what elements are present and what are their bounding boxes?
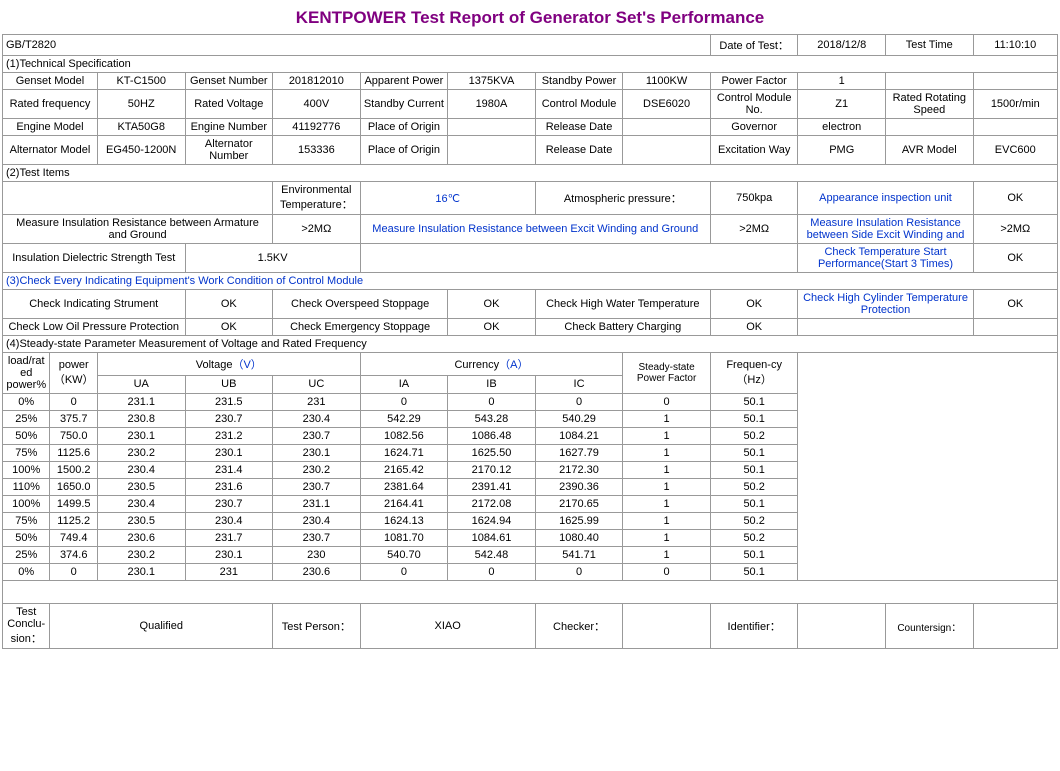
- header-row: GB/T2820 Date of Test： 2018/12/8 Test Ti…: [3, 35, 1058, 56]
- measure-row: 50%750.0230.1231.2230.71082.561086.48108…: [3, 428, 1058, 445]
- conclusion-label: Test Conclu-sion：: [3, 604, 50, 649]
- measure-row: 25%374.6230.2230.1230540.70542.48541.711…: [3, 547, 1058, 564]
- voltage-label: Voltage: [196, 359, 233, 371]
- time-label: Test Time: [886, 35, 974, 56]
- currency-label: Currency: [454, 359, 499, 371]
- spacer-row: [3, 581, 1058, 604]
- section3-header: (3)Check Every Indicating Equipment's Wo…: [3, 273, 1058, 290]
- section2-header: (2)Test Items: [3, 165, 1058, 182]
- standard-label: GB/T2820: [3, 35, 711, 56]
- check-row-2: Check Low Oil Pressure ProtectionOK Chec…: [3, 319, 1058, 336]
- spec-row-3: Engine ModelKTA50G8 Engine Number4119277…: [3, 119, 1058, 136]
- measure-row: 0%0230.1231230.6000050.1: [3, 564, 1058, 581]
- countersign-label: Countersign：: [886, 604, 974, 649]
- measure-header-row: load/rated power% power（KW） Voltage（V） C…: [3, 353, 1058, 376]
- date-label: Date of Test：: [710, 35, 798, 56]
- person-label: Test Person：: [273, 604, 361, 649]
- time-value: 11:10:10: [973, 35, 1057, 56]
- section1-header: (1)Technical Specification: [3, 56, 1058, 73]
- spec-row-4: Alternator ModelEG450-1200N Alternator N…: [3, 136, 1058, 165]
- section4-header: (4)Steady-state Parameter Measurement of…: [3, 336, 1058, 353]
- conclusion-value: Qualified: [50, 604, 273, 649]
- identifier-value: [798, 604, 886, 649]
- check-row-1: Check Indicating StrumentOK Check Oversp…: [3, 290, 1058, 319]
- measure-row: 0%0231.1231.5231000050.1: [3, 394, 1058, 411]
- measure-row: 25%375.7230.8230.7230.4542.29543.28540.2…: [3, 411, 1058, 428]
- measure-row: 75%1125.2230.5230.4230.41624.131624.9416…: [3, 513, 1058, 530]
- date-value: 2018/12/8: [798, 35, 886, 56]
- measure-row: 110%1650.0230.5231.6230.72381.642391.412…: [3, 479, 1058, 496]
- report-title: KENTPOWER Test Report of Generator Set's…: [2, 2, 1058, 34]
- test-items-row-1: Environmental Temperature： 16℃ Atmospher…: [3, 182, 1058, 215]
- checker-label: Checker：: [535, 604, 623, 649]
- spec-row-1: Genset ModelKT-C1500 Genset Number201812…: [3, 73, 1058, 90]
- measure-row: 100%1500.2230.4231.4230.22165.422170.122…: [3, 462, 1058, 479]
- measure-row: 100%1499.5230.4230.7231.12164.412172.082…: [3, 496, 1058, 513]
- person-value: XIAO: [360, 604, 535, 649]
- spec-row-2: Rated frequency50HZ Rated Voltage400V St…: [3, 90, 1058, 119]
- report-table: GB/T2820 Date of Test： 2018/12/8 Test Ti…: [2, 34, 1058, 649]
- identifier-label: Identifier：: [710, 604, 798, 649]
- checker-value: [623, 604, 711, 649]
- measure-row: 50%749.4230.6231.7230.71081.701084.61108…: [3, 530, 1058, 547]
- footer-row: Test Conclu-sion： Qualified Test Person：…: [3, 604, 1058, 649]
- test-items-row-3: Insulation Dielectric Strength Test 1.5K…: [3, 244, 1058, 273]
- measure-row: 75%1125.6230.2230.1230.11624.711625.5016…: [3, 445, 1058, 462]
- test-items-row-2: Measure Insulation Resistance between Ar…: [3, 215, 1058, 244]
- countersign-value: [973, 604, 1057, 649]
